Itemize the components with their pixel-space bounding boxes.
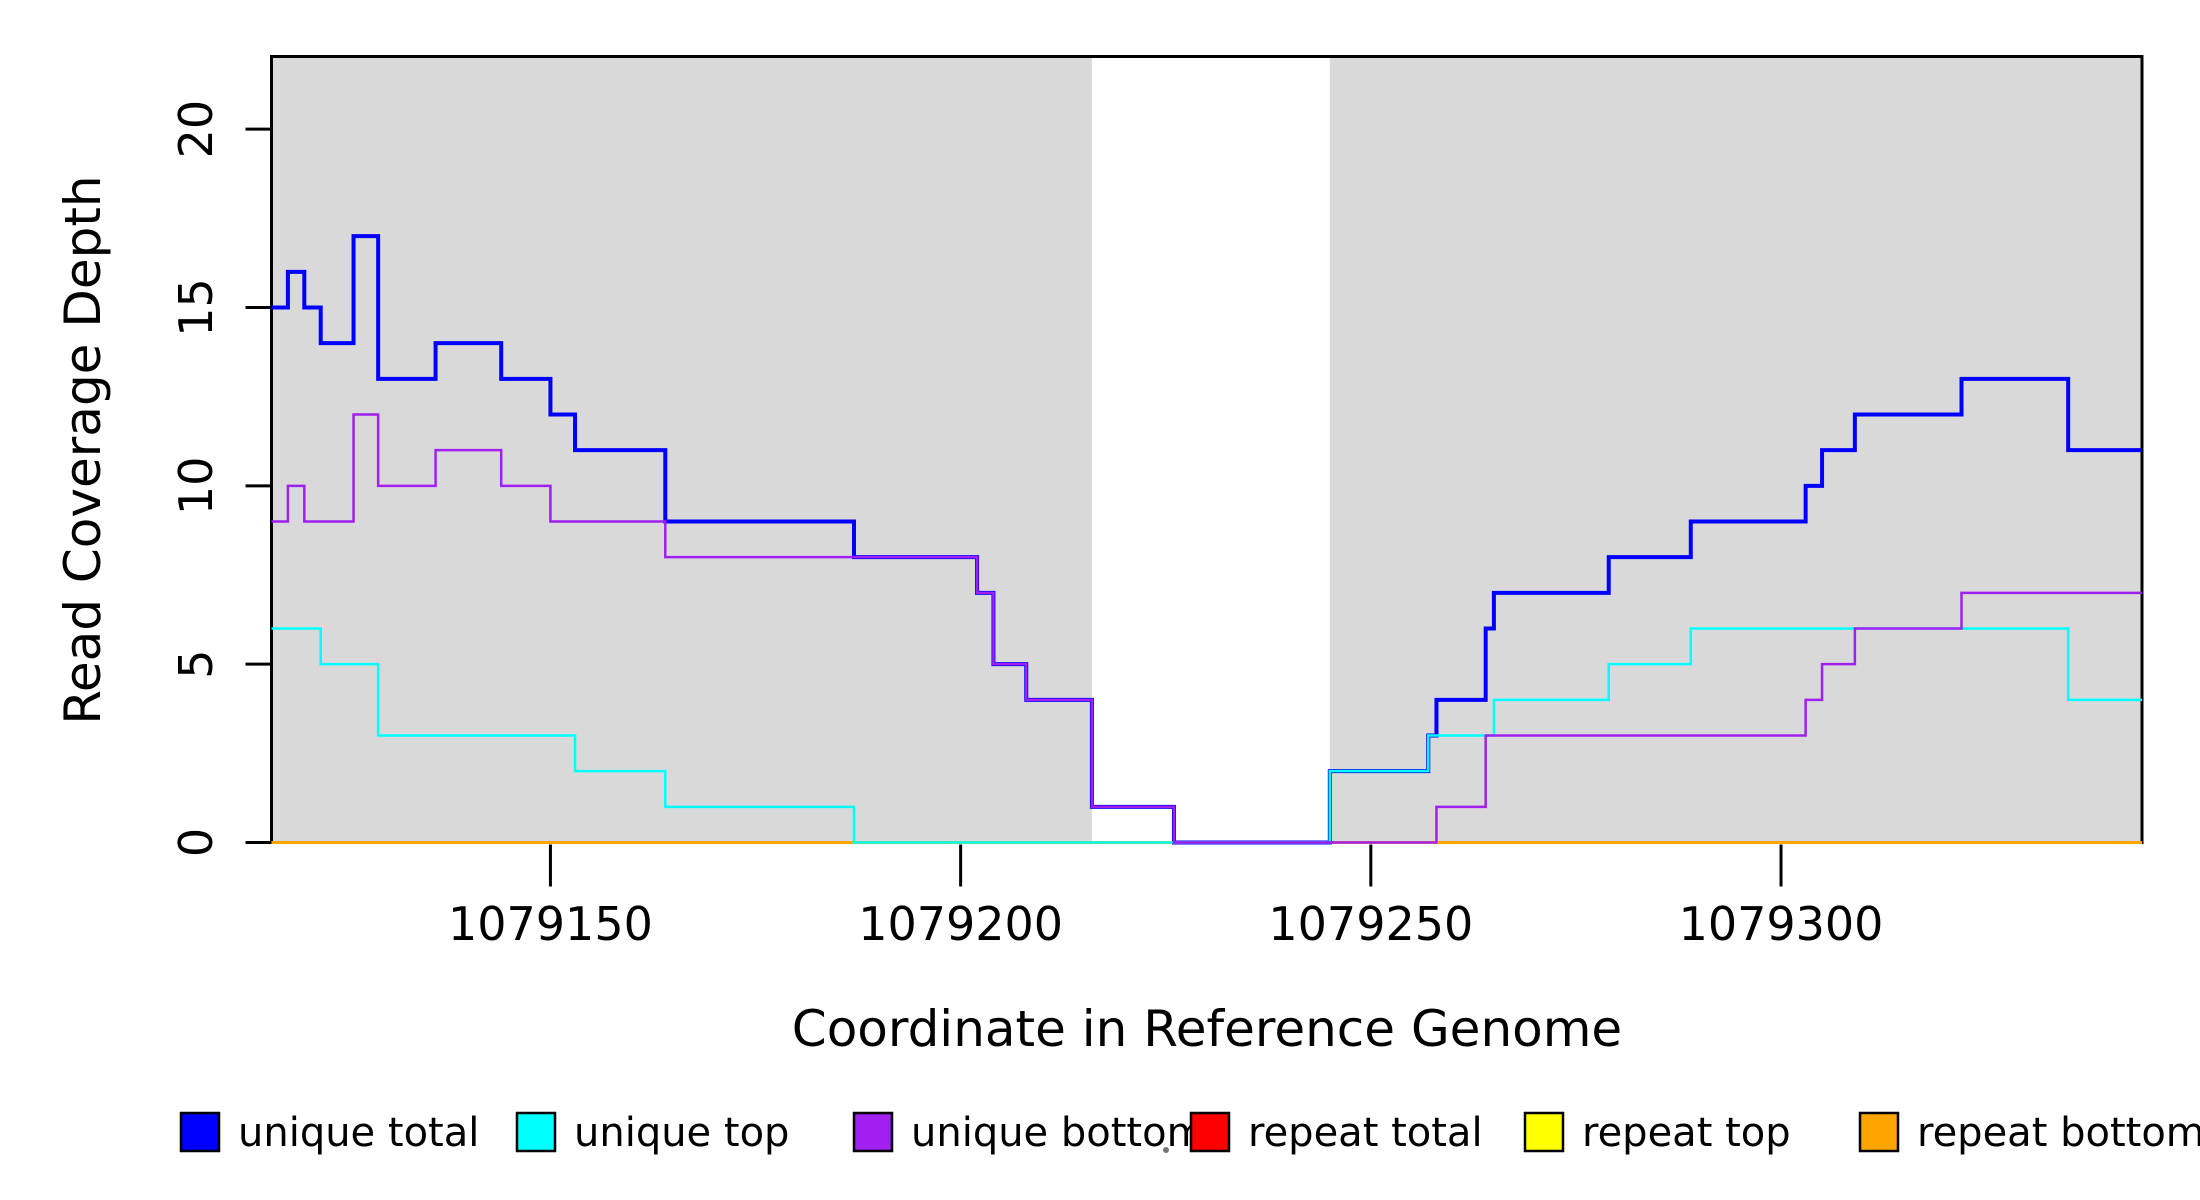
x-tick-label: 1079150 [448,897,653,951]
unique-region-shade [1329,58,2142,843]
y-axis-title: Read Coverage Depth [54,175,112,724]
y-tick-label: 20 [169,100,223,159]
series-line-unique-bottom [271,413,2142,844]
stray-dot [1163,1147,1169,1153]
axes: 0 5 10 15 20 1079150 1079200 1079250 1079300 [169,100,1883,951]
y-tick-label: 15 [169,278,223,337]
legend-swatch-unique-bottom-icon [852,1111,894,1153]
x-tick-label: 1079200 [858,897,1063,951]
series-line-unique-top [271,627,2142,844]
coverage-series [271,234,2142,845]
legend: unique total unique top unique bottom repea… [179,1110,2200,1156]
y-tick-label: 10 [169,457,223,516]
legend-swatch-unique-total-icon [179,1111,221,1153]
legend-label: repeat total [1248,1110,1483,1156]
x-axis-title: Coordinate in Reference Genome [792,1000,1622,1058]
x-tick-label: 1079300 [1679,897,1884,951]
legend-label: repeat top [1582,1110,1791,1156]
legend-label: unique top [574,1110,789,1156]
legend-item-repeat-bottom: repeat bottom [1858,1110,2200,1156]
y-tick-label: 0 [169,828,223,857]
legend-item-unique-top: unique top [515,1110,789,1156]
unique-region-shading [271,58,2142,843]
legend-label: unique bottom [911,1110,1206,1156]
legend-swatch-unique-top-icon [515,1111,557,1153]
legend-swatch-repeat-top-icon [1523,1111,1565,1153]
legend-swatch-repeat-total-icon [1189,1111,1231,1153]
unique-region-shade [271,58,1092,843]
legend-swatch-repeat-bottom-icon [1858,1111,1900,1153]
x-tick-label: 1079250 [1268,897,1473,951]
legend-item-unique-total: unique total [179,1110,479,1156]
legend-item-unique-bottom: unique bottom [852,1110,1206,1156]
y-tick-label: 5 [169,650,223,679]
legend-item-repeat-total: repeat total [1189,1110,1483,1156]
legend-item-repeat-top: repeat top [1523,1110,1791,1156]
legend-label: unique total [238,1110,479,1156]
legend-label: repeat bottom [1917,1110,2200,1156]
